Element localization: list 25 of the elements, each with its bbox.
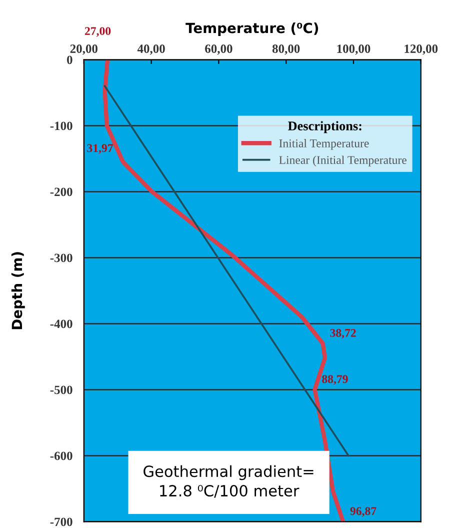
annotation: 96,87 [350, 507, 376, 517]
y-tick-label: -400 [50, 320, 72, 328]
y-tick-label: -500 [50, 386, 72, 394]
x-tick-label: 120,00 [404, 44, 438, 55]
x-tick-label: 80,00 [272, 44, 300, 55]
annotation: 88,79 [322, 375, 348, 385]
x-tick-label: 40,00 [137, 44, 165, 55]
annotation: 27,00 [84, 27, 111, 37]
y-tick-label: -100 [50, 122, 72, 130]
chart-title: Temperature (⁰C) [186, 22, 318, 36]
y-tick-label: -600 [50, 452, 72, 460]
y-tick-label: 0 [67, 56, 72, 64]
annotation: Geothermal gradient= 12.8 ⁰C/100 meter [144, 465, 314, 498]
x-tick-label: 20,00 [70, 44, 98, 55]
annotation: 31,97 [87, 144, 113, 154]
legend-title: Descriptions: [288, 121, 362, 134]
y-tick-label: -200 [50, 188, 72, 196]
y-axis-title: Depth (m) [11, 252, 25, 330]
annotation: 38,72 [330, 328, 356, 339]
x-tick-label: 60,00 [205, 44, 232, 55]
legend-label: Initial Temperature [279, 139, 369, 150]
y-tick-label: -700 [50, 518, 72, 526]
x-tick-label: 100,00 [337, 44, 370, 55]
legend-label: Linear (Initial Temperature [279, 156, 406, 166]
y-tick-label: -300 [50, 254, 72, 262]
